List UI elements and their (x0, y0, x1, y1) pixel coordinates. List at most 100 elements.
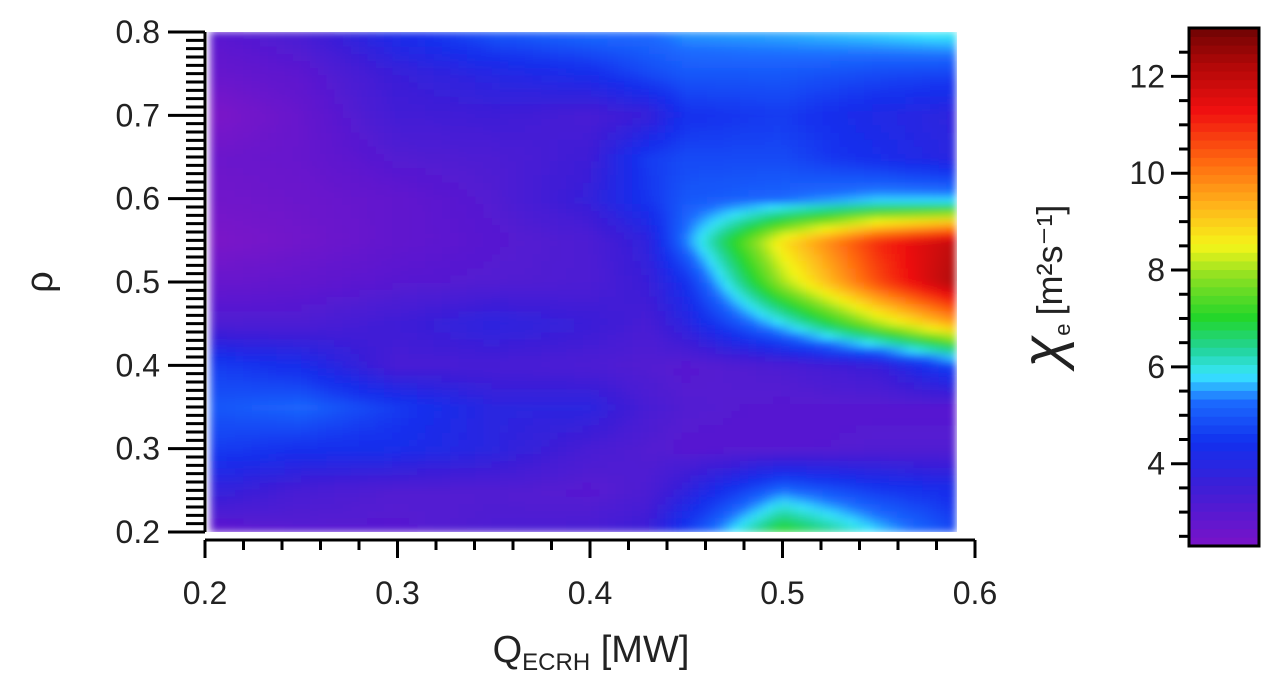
heatmap-cell (375, 259, 386, 269)
heatmap-cell (516, 495, 526, 505)
heatmap-cell (268, 502, 278, 512)
heatmap-cell (673, 409, 684, 419)
heatmap-cell (789, 181, 800, 190)
heatmap-cell (433, 524, 444, 532)
heatmap-cell (532, 152, 543, 162)
heatmap-cell (309, 252, 319, 262)
heatmap-cell (665, 45, 675, 55)
heatmap-cell (681, 59, 692, 69)
heatmap-cell (259, 474, 270, 483)
heatmap-cell (590, 374, 601, 383)
heatmap-cell (508, 524, 518, 532)
heatmap-cell (466, 174, 477, 183)
heatmap-cell (466, 309, 477, 319)
heatmap-cell (764, 431, 775, 440)
heatmap-cell (541, 374, 551, 383)
heatmap-cell (433, 245, 444, 255)
heatmap-cell (251, 159, 262, 169)
heatmap-cell (284, 424, 295, 433)
heatmap-cell (408, 52, 419, 62)
heatmap-cell (698, 374, 709, 383)
heatmap-cell (400, 202, 411, 212)
heatmap-cell (417, 409, 427, 419)
heatmap-cell (566, 102, 576, 112)
heatmap-cell (226, 209, 237, 219)
heatmap-cell (648, 438, 659, 447)
heatmap-cell (698, 424, 709, 433)
heatmap-cell (450, 152, 460, 162)
heatmap-cell (516, 324, 526, 333)
heatmap-cell (392, 131, 402, 140)
heatmap-cell (590, 345, 601, 355)
heatmap-cell (715, 38, 725, 47)
heatmap-cell (731, 59, 742, 69)
heatmap-cell (557, 338, 568, 347)
heatmap-cell (748, 359, 758, 369)
heatmap-cell (698, 159, 709, 169)
heatmap-cell (673, 152, 684, 162)
heatmap-cell (450, 32, 460, 40)
heatmap-cell (210, 159, 220, 169)
heatmap-cell (582, 202, 593, 212)
heatmap-cell (251, 138, 262, 147)
heatmap-cell (276, 209, 286, 219)
heatmap-cell (715, 359, 725, 369)
heatmap-cell (781, 95, 791, 105)
heatmap-cell (748, 224, 758, 233)
heatmap-cell (582, 167, 593, 176)
heatmap-cell (615, 295, 626, 305)
heatmap-cell (690, 131, 700, 140)
heatmap-cell (524, 159, 535, 169)
heatmap-cell (450, 238, 460, 247)
heatmap-cell (508, 402, 518, 412)
heatmap-cell (681, 167, 692, 176)
heatmap-cell (433, 324, 444, 333)
heatmap-cell (292, 202, 303, 212)
heatmap-cell (582, 502, 593, 512)
heatmap-cell (681, 288, 692, 297)
heatmap-cell (706, 509, 717, 519)
heatmap-cell (657, 309, 667, 319)
heatmap-cell (243, 152, 253, 162)
heatmap-cell (632, 338, 642, 347)
heatmap-cell (648, 274, 659, 283)
heatmap-cell (309, 295, 319, 305)
heatmap-cell (251, 467, 262, 476)
heatmap-cell (756, 267, 766, 276)
heatmap-cell (532, 452, 543, 462)
heatmap-cell (789, 402, 800, 412)
heatmap-cell (748, 502, 758, 512)
heatmap-cell (475, 359, 485, 369)
heatmap-cell (317, 324, 328, 333)
heatmap-cell (632, 409, 642, 419)
heatmap-cell (532, 109, 543, 119)
heatmap-cell (773, 502, 783, 512)
heatmap-cell (284, 374, 295, 383)
heatmap-cell (301, 438, 311, 447)
heatmap-cell (648, 52, 659, 62)
heatmap-cell (723, 224, 733, 233)
heatmap-cell (665, 195, 675, 205)
heatmap-cell (615, 38, 626, 47)
heatmap-cell (789, 395, 800, 405)
heatmap-cell (508, 331, 518, 340)
heatmap-cell (681, 131, 692, 140)
heatmap-cell (632, 138, 642, 147)
heatmap-cell (458, 238, 468, 247)
heatmap-cell (665, 424, 675, 433)
heatmap-cell (665, 288, 675, 297)
heatmap-cell (557, 438, 568, 447)
heatmap-cell (425, 74, 435, 83)
heatmap-cell (524, 52, 535, 62)
heatmap-cell (268, 395, 278, 405)
heatmap-cell (276, 345, 286, 355)
heatmap-cell (698, 481, 709, 490)
heatmap-cell (417, 345, 427, 355)
heatmap-cell (706, 88, 717, 97)
heatmap-cell (458, 388, 468, 397)
heatmap-cell (590, 274, 601, 283)
heatmap-cell (342, 74, 353, 83)
heatmap-cell (317, 295, 328, 305)
heatmap-cell (764, 152, 775, 162)
heatmap-cell (632, 45, 642, 55)
